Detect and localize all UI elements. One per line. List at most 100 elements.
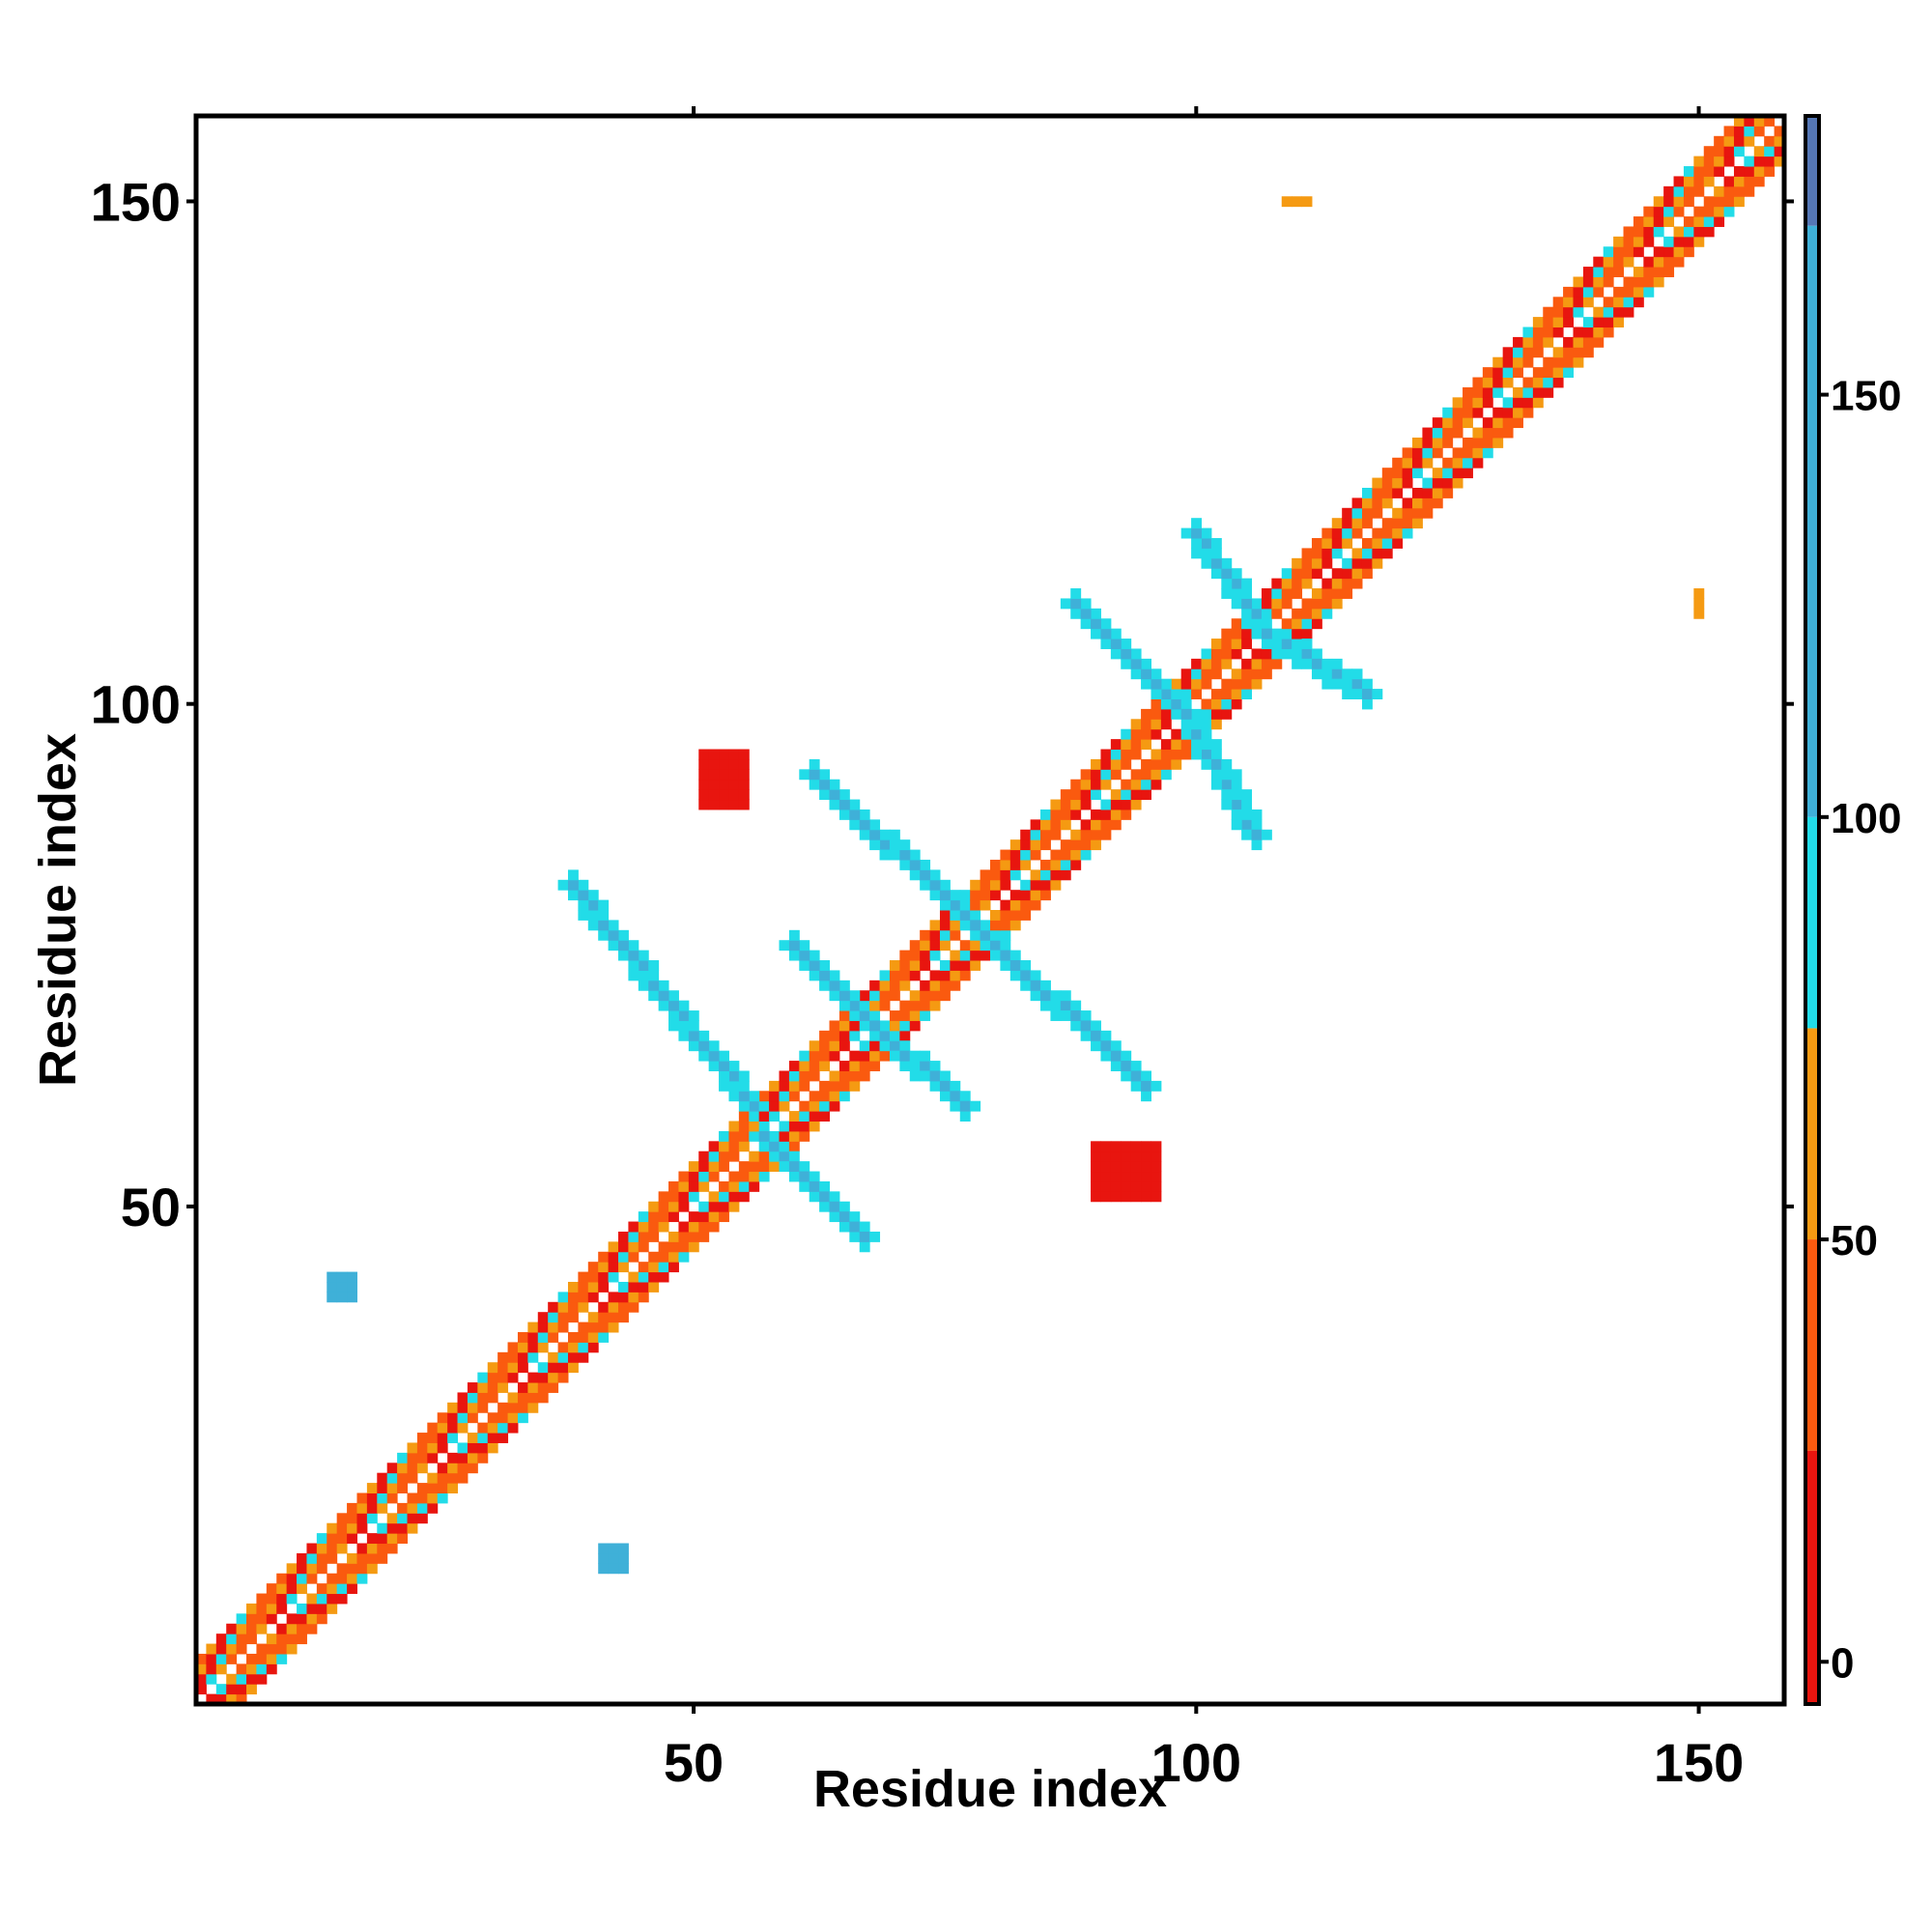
heatmap-cell [1361, 497, 1373, 509]
heatmap-cell [377, 1522, 388, 1534]
heatmap-cell [970, 929, 981, 941]
heatmap-cell [799, 1080, 810, 1092]
heatmap-cell [266, 1603, 277, 1614]
heatmap-cell [970, 960, 981, 971]
heatmap-cell [920, 950, 931, 961]
heatmap-cell [226, 1643, 238, 1655]
heatmap-cell [838, 1091, 850, 1102]
heatmap-cell [1241, 598, 1253, 610]
heatmap-cell [1091, 1030, 1101, 1041]
heatmap-cell [758, 1100, 770, 1112]
heatmap-cell [819, 779, 831, 790]
heatmap-cell [1141, 728, 1151, 740]
heatmap-cell [738, 779, 750, 790]
heatmap-cell [838, 799, 850, 810]
heatmap-cell [1693, 598, 1705, 610]
heatmap-cell [548, 1372, 559, 1383]
heatmap-cell [698, 1211, 710, 1223]
heatmap-cell [1050, 819, 1062, 831]
heatmap-cell [758, 1091, 770, 1102]
heatmap-cell [1744, 176, 1755, 187]
heatmap-cell [1321, 527, 1333, 539]
heatmap-cell [939, 929, 951, 941]
heatmap-cell [1141, 668, 1151, 680]
heatmap-cell [939, 1091, 951, 1102]
heatmap-cell [548, 1351, 559, 1363]
heatmap-cell [327, 1583, 338, 1595]
heatmap-cell [1221, 758, 1233, 770]
heatmap-cell [1141, 1171, 1151, 1182]
heatmap-cell [1613, 256, 1625, 268]
heatmap-cell [698, 1161, 710, 1173]
heatmap-cell [849, 1050, 861, 1062]
heatmap-cell [939, 990, 951, 1002]
heatmap-cell [1171, 739, 1182, 751]
heatmap-cell [1009, 849, 1021, 861]
heatmap-cell [708, 1040, 720, 1052]
heatmap-cell [1030, 869, 1041, 881]
heatmap-cell [266, 1663, 277, 1675]
heatmap-cell [779, 1080, 790, 1092]
heatmap-cell [587, 910, 599, 921]
heatmap-cell [738, 1180, 750, 1192]
heatmap-cell [608, 1312, 619, 1323]
heatmap-cell [909, 960, 921, 971]
heatmap-cell [517, 1412, 528, 1424]
heatmap-cell [377, 1502, 388, 1514]
heatmap-cell [527, 1332, 539, 1343]
heatmap-cell [1100, 618, 1112, 630]
heatmap-cell [1110, 1171, 1122, 1182]
heatmap-cell [467, 1402, 478, 1413]
heatmap-cell [1210, 658, 1222, 669]
heatmap-cell [678, 1201, 690, 1212]
heatmap-cell [1180, 728, 1192, 740]
heatmap-cell [1522, 397, 1534, 409]
plot-frame [193, 113, 1787, 1707]
heatmap-cell [719, 769, 729, 781]
heatmap-cell [1532, 377, 1544, 388]
heatmap-cell [809, 1091, 820, 1102]
heatmap-cell [788, 1070, 800, 1082]
heatmap-cell [1100, 1141, 1112, 1152]
heatmap-cell [1593, 306, 1605, 318]
heatmap-cell [1563, 297, 1574, 308]
heatmap-cell [437, 1422, 448, 1434]
heatmap-cell [1241, 668, 1253, 680]
heatmap-cell [377, 1492, 388, 1504]
heatmap-cell [386, 1472, 398, 1484]
heatmap-cell [416, 1502, 428, 1514]
heatmap-cell [1543, 327, 1554, 338]
heatmap-cell [1653, 226, 1664, 238]
heatmap-cell [628, 1241, 639, 1253]
heatmap-cell [1060, 799, 1071, 810]
heatmap-cell [859, 1221, 870, 1233]
heatmap-cell [1764, 156, 1776, 167]
heatmap-cell [1070, 829, 1082, 840]
heatmap-cell [970, 1100, 981, 1112]
heatmap-cell [738, 1100, 750, 1112]
heatmap-cell [678, 1221, 690, 1233]
heatmap-cell [719, 1080, 729, 1092]
heatmap-cell [1020, 829, 1032, 840]
heatmap-cell [819, 1040, 831, 1052]
heatmap-cell [668, 1010, 679, 1021]
heatmap-cell [638, 980, 649, 991]
heatmap-cell [799, 1100, 810, 1112]
heatmap-cell [567, 1342, 579, 1353]
heatmap-cell [1241, 789, 1253, 801]
heatmap-cell [1040, 890, 1051, 901]
heatmap-cell [1040, 879, 1051, 891]
heatmap-cell [1271, 598, 1283, 610]
heatmap-cell [377, 1483, 388, 1493]
heatmap-cell [738, 1070, 750, 1082]
heatmap-cell [1141, 708, 1151, 720]
heatmap-cell [939, 960, 951, 971]
heatmap-cell [608, 920, 619, 931]
heatmap-cell [799, 940, 810, 952]
heatmap-cell [758, 1130, 770, 1142]
heatmap-cell [1331, 668, 1343, 680]
heatmap-cell [959, 1100, 971, 1112]
heatmap-cell [920, 879, 931, 891]
heatmap-cell [1210, 758, 1222, 770]
heatmap-cell [688, 1211, 699, 1223]
